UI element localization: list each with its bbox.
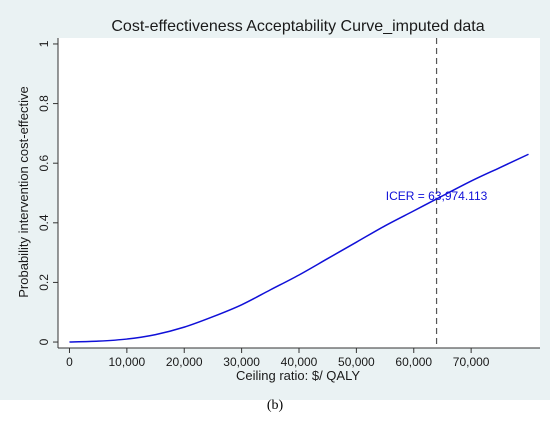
- x-tick-label: 50,000: [338, 355, 375, 369]
- chart-title: Cost-effectiveness Acceptability Curve_i…: [111, 18, 484, 35]
- x-tick-label: 30,000: [223, 355, 260, 369]
- x-tick-label: 10,000: [109, 355, 146, 369]
- x-tick-label: 70,000: [453, 355, 490, 369]
- y-tick-label: 0.8: [37, 95, 51, 112]
- y-tick-label: 0.2: [37, 274, 51, 291]
- x-axis-label: Ceiling ratio: $/ QALY: [236, 368, 360, 383]
- y-tick-label: 0.4: [37, 214, 51, 231]
- acceptability-curve-line: [69, 153, 529, 343]
- y-tick-label: 0.6: [37, 155, 51, 172]
- figure-caption: (b): [266, 398, 284, 413]
- x-tick-label: 40,000: [281, 355, 318, 369]
- acceptability-curve-chart: Cost-effectiveness Acceptability Curve_i…: [0, 0, 550, 400]
- icer-annotation: ICER = 63,974.113: [386, 189, 488, 203]
- axes: 0 0.2 0.4 0.6 0.8 1 0 10,000 20,000 30,000 40,000 5…: [37, 38, 540, 369]
- chart-marks: ICER = 63,974.113: [69, 38, 529, 348]
- x-tick-label: 0: [66, 355, 73, 369]
- y-tick-label: 1: [37, 40, 51, 47]
- y-tick-label: 0: [37, 338, 51, 345]
- y-axis-label: Probability intervention cost-effective: [16, 86, 31, 297]
- plot-area: [58, 38, 540, 348]
- x-tick-label: 20,000: [166, 355, 203, 369]
- x-tick-label: 60,000: [395, 355, 432, 369]
